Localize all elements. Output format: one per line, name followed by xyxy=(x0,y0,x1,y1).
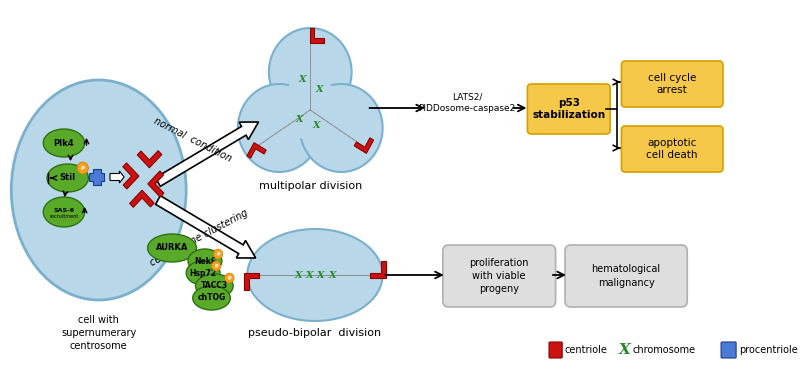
Circle shape xyxy=(211,261,221,271)
Text: LATS2/
PIDDosome-caspase2: LATS2/ PIDDosome-caspase2 xyxy=(418,92,516,113)
Text: Nek6: Nek6 xyxy=(194,257,216,266)
Text: recruitment: recruitment xyxy=(50,215,78,219)
Polygon shape xyxy=(247,143,266,158)
Polygon shape xyxy=(130,190,154,207)
Text: X: X xyxy=(306,271,313,279)
Text: P: P xyxy=(81,166,85,171)
Text: Hsp72: Hsp72 xyxy=(190,268,217,277)
Text: proliferation
with viable
progeny: proliferation with viable progeny xyxy=(470,258,529,294)
Text: cell cycle
arrest: cell cycle arrest xyxy=(648,73,696,95)
Polygon shape xyxy=(138,151,162,168)
Text: SAS-6: SAS-6 xyxy=(54,207,74,213)
Text: cell with
supernumerary
centrosome: cell with supernumerary centrosome xyxy=(61,315,136,351)
Text: centriole: centriole xyxy=(564,345,607,355)
Ellipse shape xyxy=(43,129,85,157)
Text: multipolar division: multipolar division xyxy=(258,181,362,191)
Text: P: P xyxy=(216,252,220,257)
Text: centrosome clustering: centrosome clustering xyxy=(149,208,250,268)
Text: X: X xyxy=(295,116,302,124)
FancyBboxPatch shape xyxy=(565,245,687,307)
Circle shape xyxy=(77,162,88,174)
Polygon shape xyxy=(310,28,324,43)
Text: X: X xyxy=(619,343,631,357)
Polygon shape xyxy=(354,138,374,153)
Polygon shape xyxy=(156,122,258,186)
Circle shape xyxy=(300,84,382,172)
Text: X: X xyxy=(299,75,306,85)
Ellipse shape xyxy=(147,234,197,262)
Text: Plk4: Plk4 xyxy=(54,138,74,147)
Text: X: X xyxy=(328,271,336,279)
Text: Stil: Stil xyxy=(60,174,76,183)
Ellipse shape xyxy=(11,80,186,300)
FancyBboxPatch shape xyxy=(622,126,723,172)
Polygon shape xyxy=(156,196,256,258)
Text: procentriole: procentriole xyxy=(739,345,798,355)
FancyBboxPatch shape xyxy=(549,342,562,358)
Ellipse shape xyxy=(247,229,382,321)
Text: X: X xyxy=(317,271,324,279)
Ellipse shape xyxy=(193,286,230,310)
FancyBboxPatch shape xyxy=(527,84,610,134)
Text: TACC3: TACC3 xyxy=(201,282,228,290)
Text: P: P xyxy=(227,276,231,280)
FancyBboxPatch shape xyxy=(622,61,723,107)
Text: chTOG: chTOG xyxy=(198,293,226,302)
Polygon shape xyxy=(110,171,124,183)
Text: X: X xyxy=(312,122,320,130)
Text: AURKA: AURKA xyxy=(156,243,188,252)
Text: pseudo-bipolar  division: pseudo-bipolar division xyxy=(248,328,382,338)
Text: apoptotic
cell death: apoptotic cell death xyxy=(646,138,698,160)
Circle shape xyxy=(225,273,234,283)
Ellipse shape xyxy=(188,249,222,273)
Circle shape xyxy=(280,76,340,140)
Text: X: X xyxy=(294,271,302,279)
Polygon shape xyxy=(90,169,104,185)
Polygon shape xyxy=(370,260,386,277)
Text: normal  condition: normal condition xyxy=(152,116,234,164)
Polygon shape xyxy=(148,171,164,197)
FancyBboxPatch shape xyxy=(721,342,736,358)
Text: chromosome: chromosome xyxy=(633,345,696,355)
Circle shape xyxy=(214,249,223,259)
Text: hematological
malignancy: hematological malignancy xyxy=(591,265,661,288)
Ellipse shape xyxy=(195,274,233,298)
Circle shape xyxy=(269,28,352,116)
Circle shape xyxy=(238,84,321,172)
Text: P: P xyxy=(214,263,218,268)
FancyBboxPatch shape xyxy=(442,245,556,307)
Polygon shape xyxy=(244,273,259,290)
Text: X: X xyxy=(316,86,323,94)
Ellipse shape xyxy=(43,197,85,227)
Ellipse shape xyxy=(186,261,220,285)
Ellipse shape xyxy=(47,164,88,192)
Polygon shape xyxy=(123,163,139,189)
Text: p53
stabilization: p53 stabilization xyxy=(532,98,606,120)
